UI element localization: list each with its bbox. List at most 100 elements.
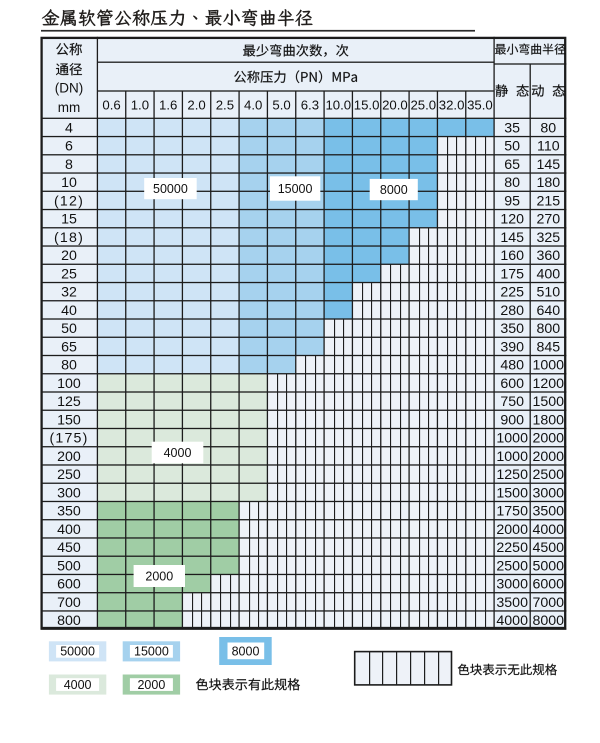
svg-text:845: 845 [536, 339, 560, 355]
svg-text:700: 700 [57, 595, 81, 611]
svg-text:20: 20 [61, 248, 77, 264]
svg-text:3500: 3500 [496, 595, 528, 611]
svg-text:2000: 2000 [137, 678, 165, 692]
svg-text:1000: 1000 [533, 358, 565, 374]
svg-text:510: 510 [536, 285, 560, 301]
svg-text:3000: 3000 [533, 485, 565, 501]
svg-text:350: 350 [500, 321, 524, 337]
svg-text:4000: 4000 [496, 613, 528, 629]
svg-text:35: 35 [504, 120, 520, 136]
svg-text:2000: 2000 [533, 431, 565, 447]
svg-text:1.0: 1.0 [131, 98, 149, 113]
svg-text:1500: 1500 [496, 485, 528, 501]
svg-text:15000: 15000 [134, 645, 169, 659]
svg-text:145: 145 [500, 230, 524, 246]
svg-text:350: 350 [57, 504, 81, 520]
svg-text:250: 250 [57, 467, 81, 483]
svg-text:4.0: 4.0 [244, 98, 262, 113]
svg-text:1.6: 1.6 [159, 98, 177, 113]
svg-text:215: 215 [536, 193, 560, 209]
svg-text:3000: 3000 [496, 577, 528, 593]
svg-text:15000: 15000 [278, 182, 313, 196]
svg-text:8000: 8000 [232, 645, 260, 659]
svg-text:2.0: 2.0 [187, 98, 205, 113]
svg-text:(18): (18) [54, 230, 84, 246]
svg-text:65: 65 [504, 157, 520, 173]
svg-text:360: 360 [536, 248, 560, 264]
svg-text:10.0: 10.0 [325, 98, 351, 113]
svg-text:7000: 7000 [533, 595, 565, 611]
svg-text:95: 95 [504, 193, 520, 209]
svg-text:65: 65 [61, 339, 77, 355]
svg-text:280: 280 [500, 303, 524, 319]
svg-text:4000: 4000 [64, 678, 92, 692]
svg-text:8000: 8000 [380, 183, 408, 197]
svg-text:1200: 1200 [533, 376, 565, 392]
svg-text:1800: 1800 [533, 412, 565, 428]
svg-text:800: 800 [57, 613, 81, 629]
svg-text:3500: 3500 [533, 504, 565, 520]
svg-text:300: 300 [57, 485, 81, 501]
svg-text:6.3: 6.3 [301, 98, 319, 113]
svg-text:200: 200 [57, 449, 81, 465]
svg-text:125: 125 [57, 394, 81, 410]
svg-text:640: 640 [536, 303, 560, 319]
svg-text:145: 145 [536, 157, 560, 173]
svg-text:1000: 1000 [496, 431, 528, 447]
svg-text:600: 600 [500, 376, 524, 392]
svg-text:390: 390 [500, 339, 524, 355]
svg-text:1250: 1250 [496, 467, 528, 483]
svg-text:80: 80 [504, 175, 520, 191]
svg-text:150: 150 [57, 412, 81, 428]
svg-text:180: 180 [536, 175, 560, 191]
svg-text:400: 400 [536, 266, 560, 282]
svg-text:50000: 50000 [153, 182, 188, 196]
svg-text:500: 500 [57, 558, 81, 574]
svg-text:4000: 4000 [533, 522, 565, 538]
svg-text:2.5: 2.5 [216, 98, 234, 113]
svg-text:15: 15 [61, 212, 77, 228]
svg-text:2250: 2250 [496, 540, 528, 556]
svg-text:8: 8 [65, 157, 73, 173]
svg-text:325: 325 [536, 230, 560, 246]
svg-text:25.0: 25.0 [410, 98, 436, 113]
svg-text:1500: 1500 [533, 394, 565, 410]
svg-text:4000: 4000 [164, 446, 192, 460]
svg-text:0.6: 0.6 [102, 98, 120, 113]
svg-text:480: 480 [500, 358, 524, 374]
svg-text:1000: 1000 [496, 449, 528, 465]
svg-text:450: 450 [57, 540, 81, 556]
svg-text:800: 800 [536, 321, 560, 337]
svg-text:160: 160 [500, 248, 524, 264]
svg-text:120: 120 [500, 212, 524, 228]
svg-text:900: 900 [500, 412, 524, 428]
svg-text:50: 50 [504, 139, 520, 155]
svg-text:25: 25 [61, 266, 77, 282]
svg-text:50: 50 [61, 321, 77, 337]
svg-text:225: 225 [500, 285, 524, 301]
svg-text:2000: 2000 [145, 569, 173, 583]
svg-text:15.0: 15.0 [354, 98, 380, 113]
svg-text:35.0: 35.0 [467, 98, 493, 113]
svg-text:4500: 4500 [533, 540, 565, 556]
svg-text:(12): (12) [54, 193, 84, 209]
svg-text:2000: 2000 [496, 522, 528, 538]
svg-text:750: 750 [500, 394, 524, 410]
svg-text:2500: 2500 [496, 558, 528, 574]
svg-text:1750: 1750 [496, 504, 528, 520]
svg-text:100: 100 [57, 376, 81, 392]
svg-text:(DN): (DN) [55, 81, 84, 96]
svg-text:40: 40 [61, 303, 77, 319]
svg-text:2000: 2000 [533, 449, 565, 465]
svg-text:110: 110 [537, 139, 560, 155]
svg-text:5.0: 5.0 [272, 98, 290, 113]
svg-text:8000: 8000 [533, 613, 565, 629]
svg-text:32: 32 [61, 285, 77, 301]
svg-text:4: 4 [65, 120, 73, 136]
svg-text:6: 6 [65, 139, 73, 155]
svg-text:50000: 50000 [60, 645, 95, 659]
svg-text:(175): (175) [49, 431, 88, 447]
svg-text:2500: 2500 [533, 467, 565, 483]
svg-text:80: 80 [540, 120, 556, 136]
svg-text:20.0: 20.0 [382, 98, 408, 113]
